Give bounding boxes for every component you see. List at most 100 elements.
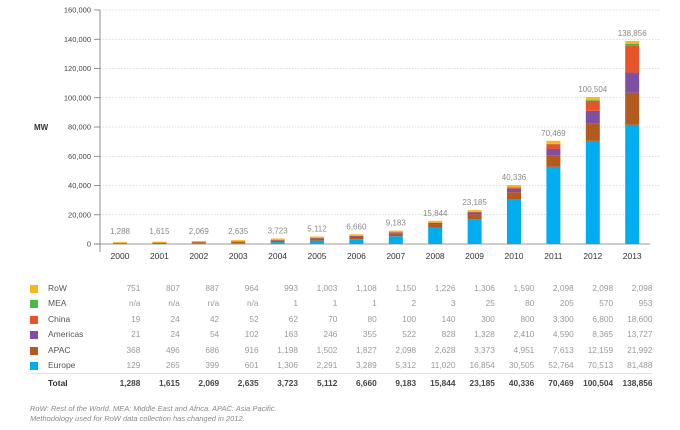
footnote-abbreviations: RoW: Rest of the World. MEA: Middle East… <box>30 404 277 413</box>
table-cell: 129 <box>126 360 141 371</box>
table-cell: 1 <box>372 298 377 309</box>
row-label: RoW <box>48 282 67 293</box>
x-tick-label: 2006 <box>347 251 366 261</box>
table-cell: 30,505 <box>508 360 535 371</box>
bar-segment-apac <box>113 243 127 244</box>
table-row: MEA n/a n/a n/a n/a 1 1 1 2 3 25 80 205 570 953 <box>30 296 652 312</box>
bar-segment-americas <box>585 110 600 124</box>
table-cell: 601 <box>244 360 259 371</box>
table-cell: 12,159 <box>587 344 614 355</box>
legend-swatch <box>30 300 38 309</box>
table-cell: 1,615 <box>140 373 180 391</box>
row-label: Americas <box>48 329 84 340</box>
bar-segment-europe <box>467 219 482 244</box>
bar-segment-europe <box>270 242 285 244</box>
legend-swatch-cell <box>30 342 48 358</box>
table-cell: 24 <box>170 329 180 340</box>
table-cell: 70,513 <box>587 360 614 371</box>
table-cell: 70 <box>328 313 338 324</box>
bar-segment-row <box>625 40 640 44</box>
bar-segment-americas <box>467 212 482 215</box>
x-tick-label: 2012 <box>583 251 602 261</box>
table-cell: 100 <box>402 313 417 324</box>
table-cell: 686 <box>205 344 220 355</box>
y-tick-label: 120,000 <box>64 64 91 73</box>
table-cell: 102 <box>244 329 259 340</box>
table-cell: 399 <box>205 360 220 371</box>
table-cell: 21,992 <box>627 344 653 355</box>
table-cell: n/a <box>128 298 141 309</box>
table-cell: 205 <box>559 298 574 309</box>
table-cell: 2 <box>411 298 417 309</box>
x-tick-label: 2010 <box>505 251 524 261</box>
bar-segment-row <box>467 210 482 213</box>
bar-segment-apac <box>152 242 167 244</box>
row-label: Total <box>48 373 101 391</box>
bar-segment-row <box>546 140 561 144</box>
y-tick-label: 60,000 <box>68 152 91 161</box>
bar-segment-americas <box>507 188 521 193</box>
table-cell: 751 <box>126 282 141 293</box>
bar-segment-apac <box>349 236 364 240</box>
legend-swatch-cell <box>30 373 48 391</box>
table-cell: 8,365 <box>592 329 614 340</box>
footnote-methodology: Methodology used for RoW data collection… <box>30 414 245 423</box>
row-label: Europe <box>48 360 76 371</box>
table-cell: 3 <box>450 298 456 309</box>
bar-segment-europe <box>625 124 640 244</box>
table-cell: 9,183 <box>376 373 417 391</box>
bar-segment-china <box>625 45 640 73</box>
bar-segment-europe <box>310 240 324 244</box>
total-data-label: 9,183 <box>386 219 407 228</box>
bar-segment-mea <box>585 100 600 101</box>
bar-segment-row <box>270 238 285 241</box>
bar-segment-europe <box>349 239 364 244</box>
table-cell: n/a <box>247 298 259 309</box>
row-label: MEA <box>48 298 67 309</box>
table-cell: 24 <box>170 313 180 324</box>
table-cell: 800 <box>520 313 535 324</box>
legend-swatch-cell <box>30 358 48 374</box>
table-cell: 16,854 <box>469 360 495 371</box>
table-cell: 140 <box>441 313 456 324</box>
table-cell: 3,373 <box>474 344 495 355</box>
table-cell: 7,613 <box>552 344 574 355</box>
legend-swatch <box>30 315 38 324</box>
table-row: China 19 24 42 52 62 70 80 100 140 300 800 3,300 6,80… <box>30 311 652 327</box>
legend-swatch <box>30 284 38 293</box>
x-tick-label: 2005 <box>308 251 327 261</box>
total-data-label: 70,469 <box>541 129 566 138</box>
bar-segment-apac <box>191 242 206 244</box>
total-data-label: 2,635 <box>228 227 249 236</box>
table-cell: 522 <box>402 329 417 340</box>
table-row: RoW 751 807 887 964 993 1,003 1,108 1,150 1,226 1,… <box>30 280 652 296</box>
table-cell: 887 <box>205 282 220 293</box>
table-cell: 4,590 <box>552 329 574 340</box>
table-cell: 1,306 <box>474 282 495 293</box>
table-cell: 828 <box>441 329 456 340</box>
table-cell: 3,723 <box>258 373 298 391</box>
bar-segment-apac <box>585 123 600 141</box>
table-cell: 368 <box>126 344 141 355</box>
table-cell: 80 <box>525 298 535 309</box>
table-cell: 993 <box>284 282 298 293</box>
x-tick-label: 2004 <box>268 251 287 261</box>
table-cell: 2,628 <box>434 344 456 355</box>
bar-segment-row <box>310 236 324 238</box>
table-cell: 5,112 <box>297 373 338 391</box>
table-cell: 2,410 <box>513 329 535 340</box>
table-cell: 19 <box>131 313 141 324</box>
table-cell: 2,098 <box>592 282 614 293</box>
table-cell: 3,289 <box>355 360 377 371</box>
table-cell: 1,198 <box>277 344 298 355</box>
total-data-label: 40,336 <box>502 173 527 182</box>
bar-segment-apac <box>270 240 285 243</box>
bar-segment-europe <box>191 243 206 244</box>
table-cell: 1,226 <box>434 282 456 293</box>
table-cell: 1,502 <box>316 344 338 355</box>
legend-swatch-cell <box>30 327 48 343</box>
legend-swatch-cell <box>30 280 48 296</box>
table-cell: 52 <box>249 313 259 324</box>
table-cell: 1 <box>332 298 338 309</box>
legend-swatch-cell <box>30 296 48 312</box>
